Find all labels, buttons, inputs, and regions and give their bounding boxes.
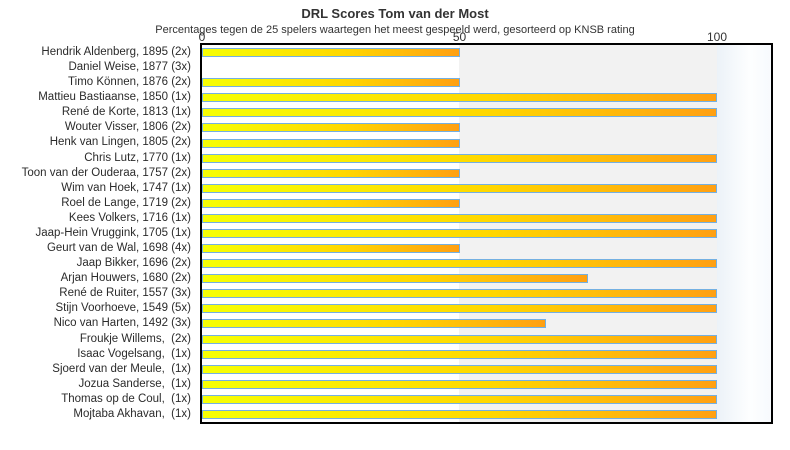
y-axis-labels: Hendrik Aldenberg, 1895 (2x) Daniel Weise… <box>0 45 196 422</box>
y-axis-label: Wim van Hoek, 1747 (1x) <box>61 181 191 194</box>
y-axis-label: Roel de Lange, 1719 (2x) <box>61 196 191 209</box>
y-axis-label: Nico van Harten, 1492 (3x) <box>53 317 191 330</box>
y-axis-label: Mattieu Bastiaanse, 1850 (1x) <box>38 91 191 104</box>
y-axis-label: Sjoerd van der Meule, (1x) <box>52 362 191 375</box>
y-axis-label: René de Ruiter, 1557 (3x) <box>59 287 191 300</box>
score-bar <box>202 244 460 254</box>
score-bar <box>202 409 717 419</box>
y-axis-label: Thomas op de Coul, (1x) <box>61 392 191 405</box>
y-axis-label: Geurt van de Wal, 1698 (4x) <box>46 242 191 255</box>
y-axis-label: Timo Können, 1876 (2x) <box>68 76 191 89</box>
score-bar <box>202 364 717 374</box>
chart-subtitle: Percentages tegen de 25 spelers waartege… <box>155 24 635 36</box>
y-axis-label: Jozua Sanderse, (1x) <box>78 377 191 390</box>
score-bar <box>202 319 546 329</box>
score-bar <box>202 334 717 344</box>
score-bar <box>202 394 717 404</box>
score-bar <box>202 183 717 193</box>
score-bar <box>202 198 460 208</box>
y-axis-label: Wouter Visser, 1806 (2x) <box>64 121 191 134</box>
x-axis-tick-label: 0 <box>198 30 206 44</box>
y-axis-label: Toon van der Ouderaa, 1757 (2x) <box>21 166 191 179</box>
score-bar <box>202 304 717 314</box>
y-axis-label: Jaap Bikker, 1696 (2x) <box>76 257 191 270</box>
y-axis-label: René de Korte, 1813 (1x) <box>61 106 191 119</box>
plot-area <box>200 43 773 424</box>
score-bar <box>202 213 717 223</box>
y-axis-label: Kees Volkers, 1716 (1x) <box>68 211 191 224</box>
y-axis-label: Isaac Vogelsang, (1x) <box>77 347 191 360</box>
y-axis-label: Mojtaba Akhavan, (1x) <box>73 407 191 420</box>
score-bar <box>202 78 460 88</box>
y-axis-label: Daniel Weise, 1877 (3x) <box>68 61 191 74</box>
score-bar <box>202 48 460 58</box>
score-bar <box>202 168 460 178</box>
y-axis-label: Hendrik Aldenberg, 1895 (2x) <box>41 46 191 58</box>
score-bar <box>202 93 717 103</box>
score-bar <box>202 123 460 133</box>
y-axis-label: Jaap-Hein Vruggink, 1705 (1x) <box>35 226 191 239</box>
chart-title: DRL Scores Tom van der Most <box>301 6 489 21</box>
y-axis-label: Stijn Voorhoeve, 1549 (5x) <box>55 302 191 315</box>
score-bar <box>202 138 460 148</box>
y-axis-label: Chris Lutz, 1770 (1x) <box>84 151 191 164</box>
y-axis-label: Henk van Lingen, 1805 (2x) <box>49 136 191 149</box>
score-bar <box>202 274 589 284</box>
x-axis-tick-label: 100 <box>706 30 728 44</box>
plot-band-overflow <box>717 45 771 422</box>
score-bar <box>202 229 717 238</box>
y-axis-label: Arjan Houwers, 1680 (2x) <box>60 272 191 285</box>
score-bar <box>202 259 717 269</box>
score-bar <box>202 379 717 389</box>
score-bar <box>202 289 717 299</box>
score-bar <box>202 108 717 118</box>
bars-container <box>202 45 771 422</box>
x-axis-tick-label: 50 <box>452 30 467 44</box>
y-axis-label: Froukje Willems, (2x) <box>79 332 191 345</box>
x-axis-tick-labels: 0 50 100 <box>0 30 790 44</box>
score-bar <box>202 153 717 163</box>
score-bar <box>202 349 717 359</box>
